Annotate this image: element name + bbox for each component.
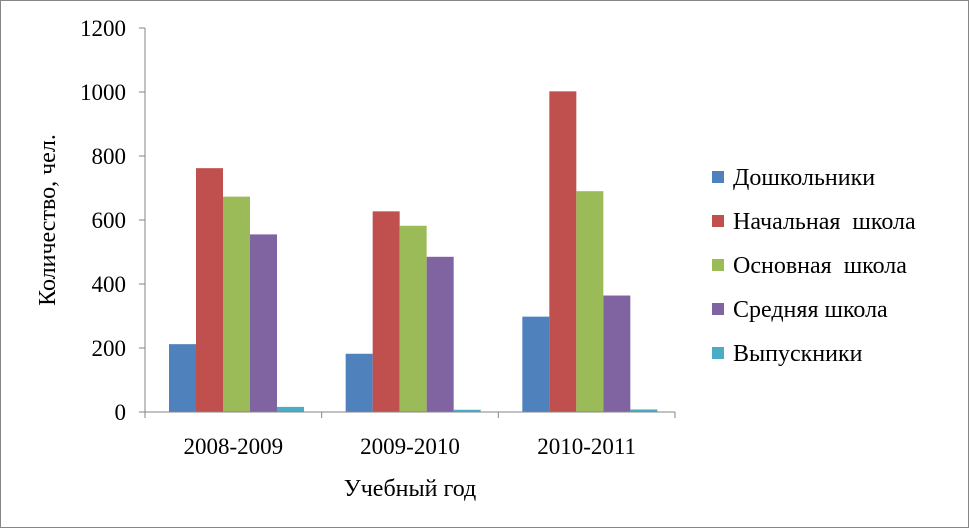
- y-tick-label: 1200: [80, 16, 126, 41]
- bar: [522, 316, 550, 412]
- x-tick-label: 2008-2009: [183, 434, 283, 459]
- y-tick-label: 1000: [80, 80, 126, 105]
- bar: [223, 196, 250, 412]
- bar: [345, 353, 373, 412]
- y-axis-title: Количество, чел.: [35, 134, 61, 306]
- bar: [426, 256, 454, 412]
- legend-label: Начальная школа: [733, 209, 916, 235]
- legend-swatch: [712, 171, 724, 183]
- y-tick-labels: 0 200 400 600 800 1000 1200: [80, 16, 126, 425]
- bar: [250, 234, 277, 412]
- legend-swatch: [712, 215, 724, 227]
- x-axis-title: Учебный год: [344, 476, 477, 502]
- legend-label: Средняя школа: [733, 297, 888, 323]
- legend-swatch: [712, 259, 724, 271]
- legend-swatch: [712, 303, 724, 315]
- plot-area: [169, 91, 658, 413]
- legend-label: Выпускники: [733, 341, 863, 367]
- x-tick-labels: 2008-2009 2009-2010 2010-2011: [183, 434, 636, 459]
- y-tick-label: 200: [92, 336, 127, 361]
- bar: [576, 191, 604, 412]
- bar: [277, 406, 304, 412]
- bar: [196, 168, 223, 412]
- axes: [139, 27, 676, 418]
- bar: [453, 409, 481, 412]
- y-tick-label: 600: [92, 208, 127, 233]
- legend-swatch: [712, 347, 724, 359]
- y-tick-label: 0: [115, 400, 127, 425]
- bar: [169, 344, 196, 412]
- legend: Дошкольники Начальная школа Основная школа…: [712, 165, 916, 367]
- y-tick-label: 800: [92, 144, 127, 169]
- legend-label: Дошкольники: [733, 165, 875, 191]
- x-tick-label: 2009-2010: [360, 434, 460, 459]
- bar: [603, 295, 631, 412]
- bar: [399, 225, 427, 412]
- bar: [549, 91, 577, 413]
- bar: [372, 211, 400, 412]
- bar: [630, 409, 658, 412]
- x-tick-label: 2010-2011: [537, 434, 636, 459]
- y-tick-label: 400: [92, 272, 127, 297]
- legend-label: Основная школа: [733, 253, 907, 279]
